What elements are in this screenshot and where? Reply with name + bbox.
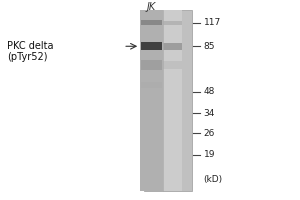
Text: PKC delta: PKC delta bbox=[7, 41, 53, 51]
Text: 117: 117 bbox=[204, 18, 221, 27]
Bar bbox=[141, 82, 162, 88]
Text: 48: 48 bbox=[204, 87, 215, 96]
Text: (pTyr52): (pTyr52) bbox=[7, 52, 47, 62]
Text: 19: 19 bbox=[204, 150, 215, 159]
Bar bbox=[140, 10, 163, 191]
Bar bbox=[163, 43, 182, 50]
Text: 85: 85 bbox=[204, 42, 215, 51]
Bar bbox=[163, 21, 182, 25]
Bar bbox=[141, 20, 162, 25]
Text: 26: 26 bbox=[204, 129, 215, 138]
Bar bbox=[163, 10, 182, 191]
Bar bbox=[163, 61, 182, 69]
Bar bbox=[144, 10, 192, 191]
Text: JK: JK bbox=[147, 2, 156, 12]
Text: 34: 34 bbox=[204, 109, 215, 118]
Bar bbox=[141, 60, 162, 70]
Text: (kD): (kD) bbox=[204, 175, 223, 184]
Bar bbox=[141, 42, 162, 50]
